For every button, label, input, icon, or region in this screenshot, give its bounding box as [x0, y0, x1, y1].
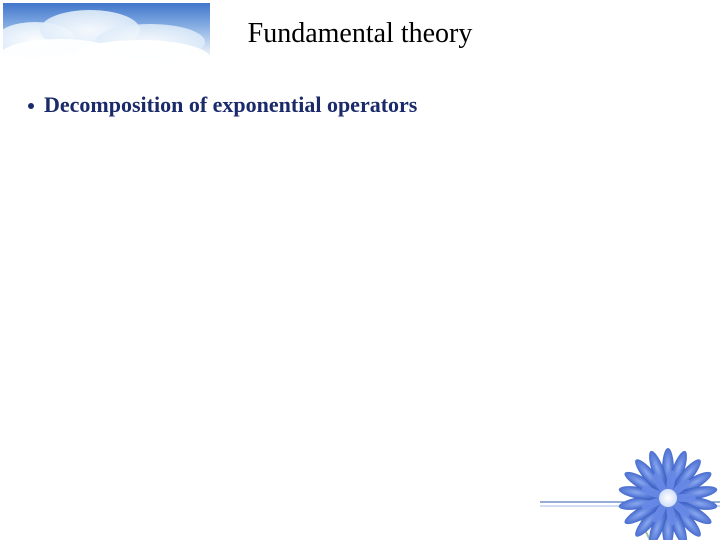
bullet-text: Decomposition of exponential operators [44, 92, 417, 118]
flower-decor [540, 430, 720, 540]
slide-title: Fundamental theory [0, 18, 720, 50]
bullet-item: Decomposition of exponential operators [28, 92, 417, 118]
bullet-dot-icon [28, 103, 34, 109]
slide: Fundamental theory Decomposition of expo… [0, 0, 720, 540]
